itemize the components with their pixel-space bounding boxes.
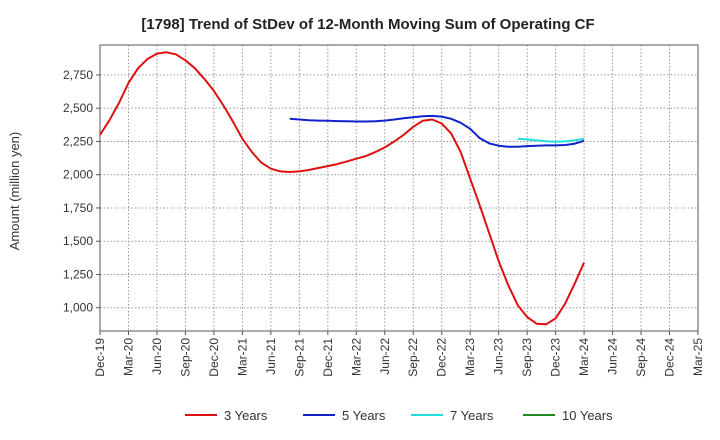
x-tick-label: Sep-22 [406,338,420,377]
x-tick-label: Mar-25 [691,338,705,376]
x-tick-label: Dec-22 [435,338,449,377]
y-tick-label: 2,250 [63,134,93,148]
x-tick-label: Mar-24 [577,338,591,376]
x-tick-label: Dec-19 [93,338,107,377]
series-lines [99,51,586,326]
x-tick-label: Jun-22 [378,338,392,375]
legend: 3 Years 5 Years 7 Years 10 Years [185,408,613,423]
y-tick-label: 2,500 [63,101,93,115]
x-tick-label: Dec-24 [663,338,677,377]
x-tick-label: Sep-24 [634,338,648,377]
x-tick-label: Sep-23 [520,338,534,377]
plot-area [99,44,699,332]
x-tick-label: Jun-23 [492,338,506,375]
series-line-5-years [289,114,585,148]
x-axis-ticks: Dec-19 Mar-20 Jun-20 Sep-20 Dec-20 Mar-21 Jun-… [93,331,705,377]
x-tick-label: Dec-21 [321,338,335,377]
y-tick-label: 2,750 [63,68,93,82]
legend-label-10-years: 10 Years [562,408,613,423]
y-tick-label: 1,250 [63,267,93,281]
y-tick-label: 2,000 [63,168,93,182]
legend-label-7-years: 7 Years [450,408,494,423]
x-tick-label: Dec-20 [207,338,221,377]
y-tick-label: 1,500 [63,234,93,248]
x-tick-label: Mar-23 [463,338,477,376]
series-line-3-years [99,51,586,326]
x-tick-label: Jun-24 [606,338,620,375]
y-axis-ticks: 1,000 1,250 1,500 1,750 2,000 2,250 2,500 2,750 [63,68,100,315]
y-axis-label: Amount (million yen) [7,132,22,251]
x-tick-label: Dec-23 [549,338,563,377]
x-tick-label: Mar-20 [121,338,135,376]
legend-label-5-years: 5 Years [342,408,386,423]
grid [100,45,698,331]
x-tick-label: Mar-21 [235,338,249,376]
x-tick-label: Jun-21 [264,338,278,375]
x-tick-label: Jun-20 [150,338,164,375]
x-tick-label: Mar-22 [349,338,363,376]
chart-title: [1798] Trend of StDev of 12-Month Moving… [141,16,594,33]
series-line-7-years [517,137,585,143]
legend-label-3-years: 3 Years [224,408,268,423]
x-tick-label: Sep-20 [178,338,192,377]
y-tick-label: 1,750 [63,201,93,215]
y-tick-label: 1,000 [63,301,93,315]
x-tick-label: Sep-21 [292,338,306,377]
